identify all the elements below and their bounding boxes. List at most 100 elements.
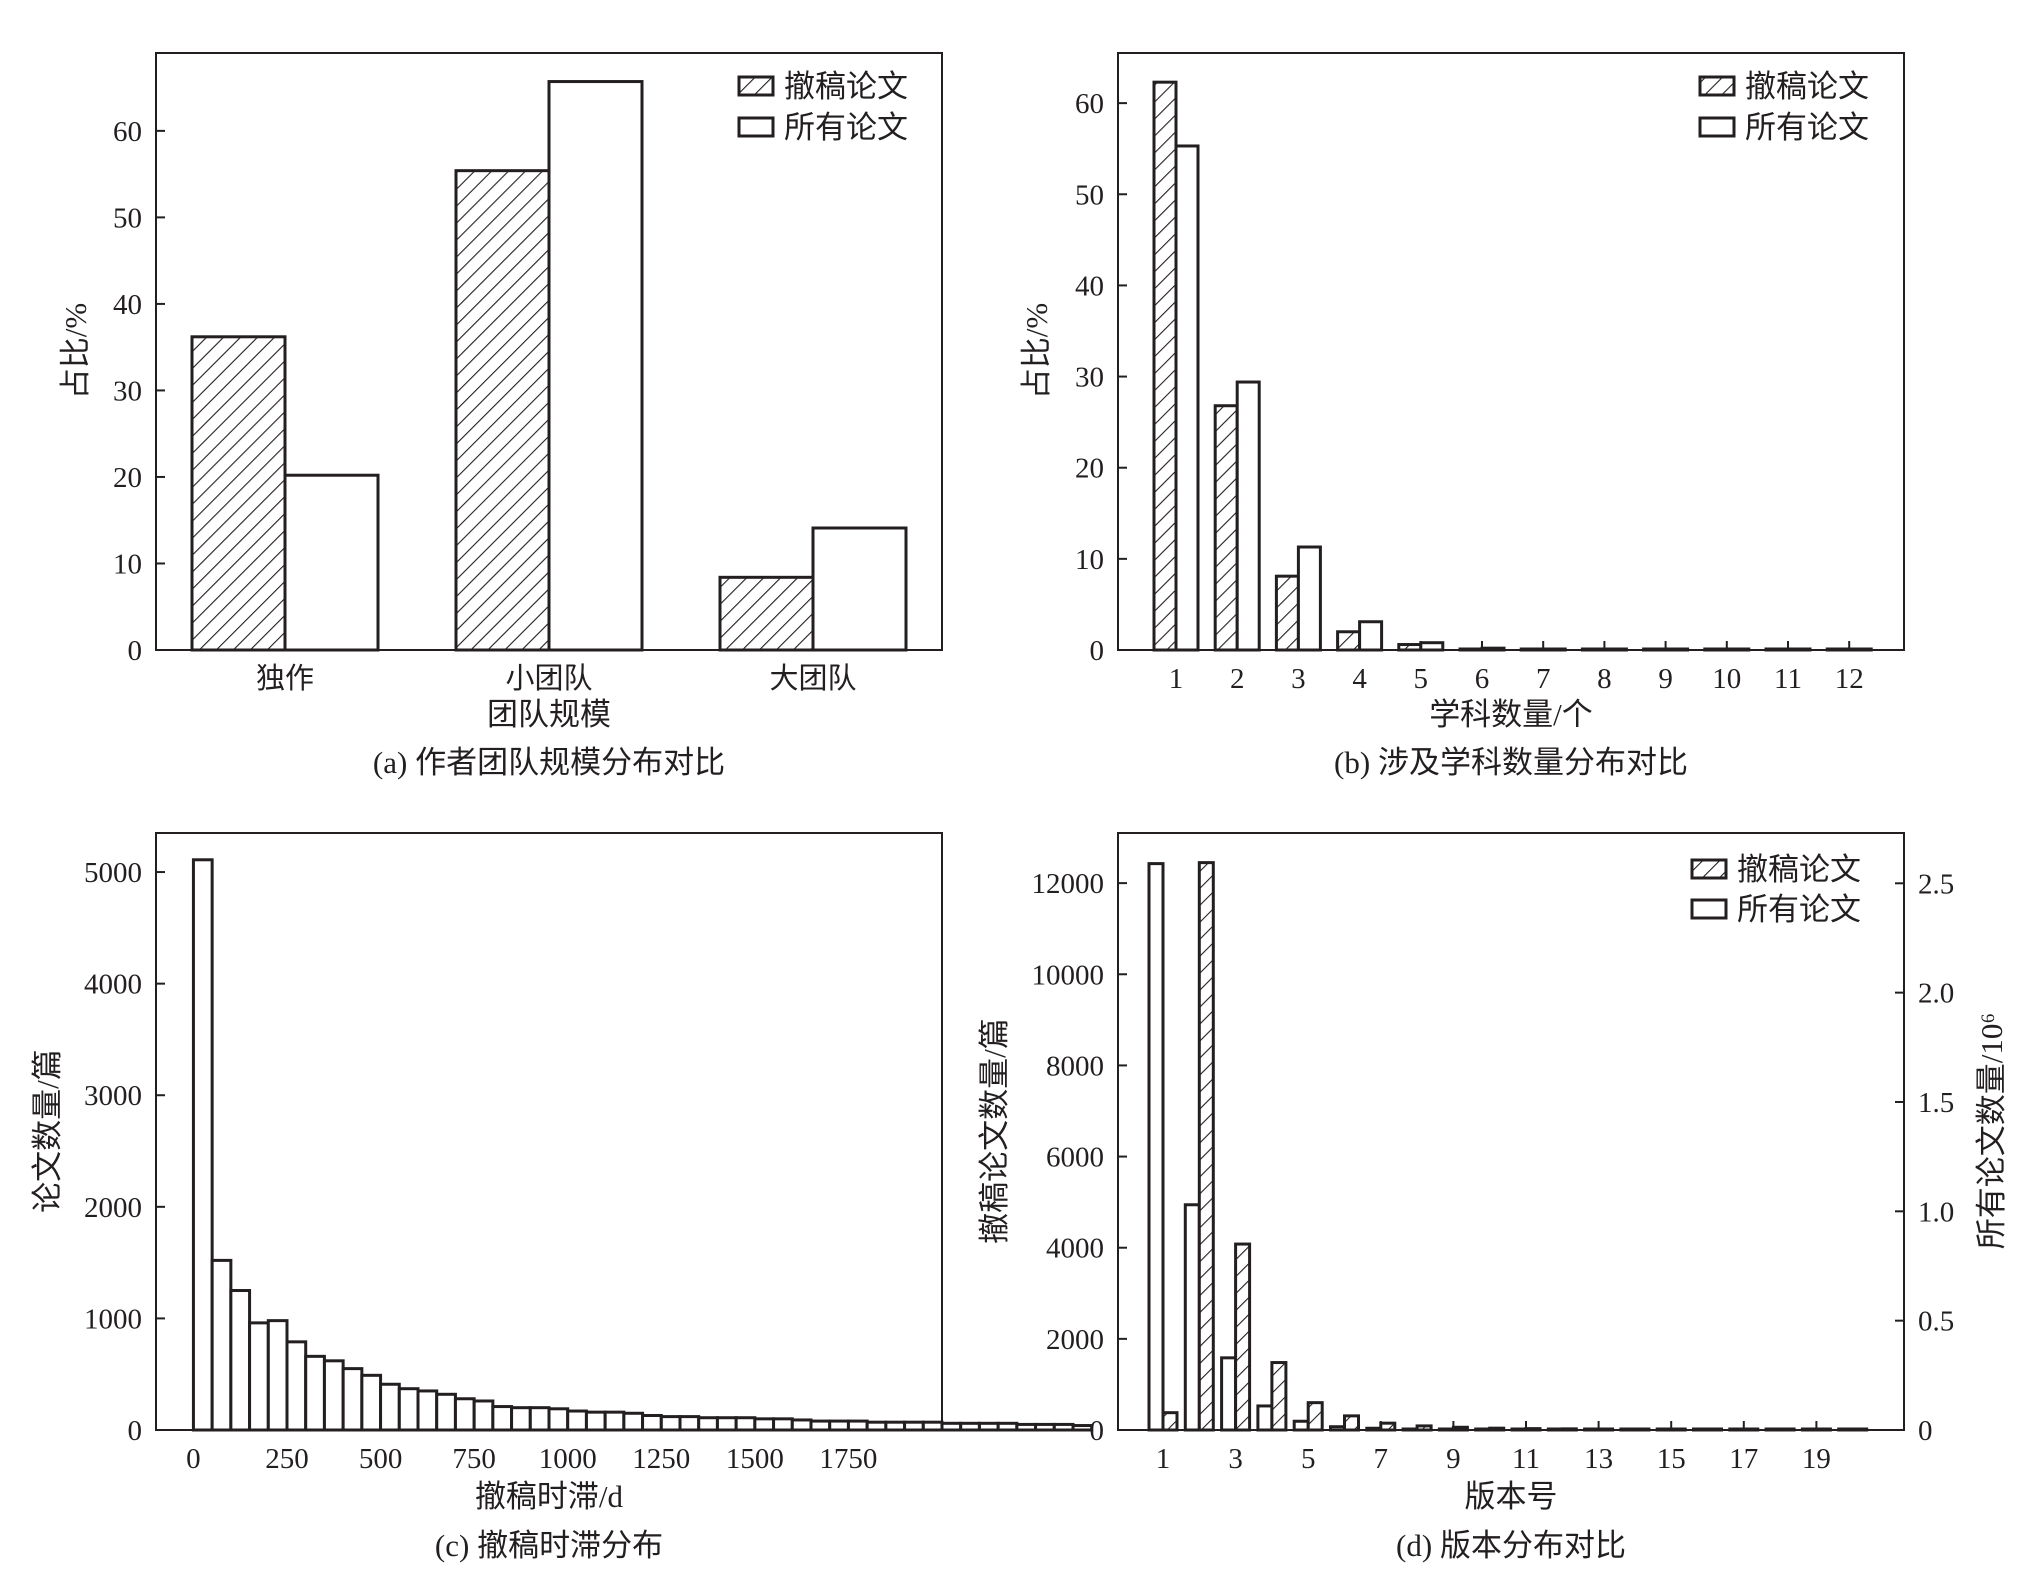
bars-a <box>190 80 908 652</box>
histogram-bar-c-17 <box>491 1405 514 1432</box>
histogram-bar-c-43 <box>977 1421 1000 1432</box>
x-axis-d: 1 3 5 7 9 11 13 15 17 19 <box>1156 1421 1831 1475</box>
histogram-bar-c-44 <box>996 1421 1019 1432</box>
bar-d-all-1 <box>1147 862 1165 1432</box>
legend-label-all-b: 所有论文 <box>1745 110 1869 145</box>
bar-d-retracted-8 <box>1415 1424 1433 1432</box>
bar-b-retracted-3 <box>1274 574 1300 652</box>
bar-b-retracted-11 <box>1764 647 1790 652</box>
bar-b-all-3 <box>1296 545 1322 652</box>
x-tick-label-b-2: 2 <box>1230 663 1245 695</box>
histogram-bar-c-2 <box>210 1258 233 1432</box>
histogram-bar-c-3 <box>229 1289 252 1432</box>
y-tick-label-a-50: 50 <box>113 202 142 234</box>
histogram-bar-c-38 <box>884 1420 907 1432</box>
x-tick-label-d-13: 13 <box>1584 1443 1613 1475</box>
y-right-tick-label-d-2-5: 2.5 <box>1918 868 1954 900</box>
histogram-bar-c-6 <box>285 1340 308 1432</box>
bar-d-all-20 <box>1837 1427 1855 1432</box>
y-axis-a: 0 10 20 30 40 50 60 <box>113 116 165 667</box>
bar-d-retracted-15 <box>1669 1427 1687 1432</box>
y-tick-label-c-5000: 5000 <box>84 857 142 889</box>
legend-swatch-all-d <box>1690 898 1728 920</box>
y-axis-title-a: 占比/% <box>58 303 93 399</box>
bars-d <box>1147 861 1869 1432</box>
x-tick-label-c-0: 0 <box>186 1443 201 1475</box>
bar-b-retracted-10 <box>1703 647 1729 652</box>
panel-d: 0 2000 4000 6000 8000 10000 12000 0 0.5 1.0 1.5 2.… <box>977 832 2009 1563</box>
x-tick-label-c-1000: 1000 <box>539 1443 597 1475</box>
histogram-bar-c-1 <box>191 858 214 1432</box>
x-tick-label-d-1: 1 <box>1156 1443 1171 1475</box>
y-tick-label-c-4000: 4000 <box>84 969 142 1001</box>
y-tick-label-b-20: 20 <box>1075 453 1104 485</box>
bar-b-retracted-8 <box>1580 647 1606 652</box>
bar-d-retracted-6 <box>1343 1414 1360 1432</box>
histogram-bar-c-9 <box>341 1367 364 1432</box>
bar-d-all-18 <box>1764 1427 1782 1432</box>
bar-b-all-2 <box>1235 380 1261 652</box>
bar-d-retracted-12 <box>1560 1427 1578 1432</box>
bar-a-all-3 <box>811 526 908 652</box>
bar-b-retracted-9 <box>1642 647 1668 652</box>
bar-b-all-11 <box>1786 647 1812 652</box>
histogram-bar-c-18 <box>510 1406 532 1432</box>
x-tick-label-b-8: 8 <box>1597 663 1612 695</box>
legend-label-all-d: 所有论文 <box>1737 892 1861 927</box>
x-tick-label-d-15: 15 <box>1657 1443 1686 1475</box>
y-tick-label-b-0: 0 <box>1090 635 1105 667</box>
bar-d-all-13 <box>1583 1427 1601 1432</box>
bar-d-retracted-1 <box>1161 1411 1179 1432</box>
x-tick-label-b-9: 9 <box>1658 663 1673 695</box>
x-tick-label-a-3: 大团队 <box>769 662 856 695</box>
y-right-tick-label-d-2-0: 2.0 <box>1918 978 1954 1010</box>
histogram-bar-c-28 <box>697 1416 719 1432</box>
bar-d-all-16 <box>1692 1427 1709 1432</box>
x-axis-b: 1 2 3 4 5 6 7 8 9 10 11 12 <box>1169 641 1864 695</box>
bar-d-all-6 <box>1329 1425 1346 1432</box>
bar-d-retracted-14 <box>1633 1427 1651 1432</box>
y-tick-label-b-60: 60 <box>1075 88 1104 120</box>
bar-d-all-11 <box>1510 1427 1528 1432</box>
histogram-bar-c-24 <box>622 1411 645 1432</box>
bar-d-all-7 <box>1365 1426 1383 1432</box>
bar-b-all-5 <box>1419 641 1445 652</box>
bars-c <box>191 858 1094 1432</box>
y-axis-title-right-d: 所有论文数量/10⁶ <box>1974 1013 2009 1249</box>
y-axis-title-b: 占比/% <box>1019 303 1054 399</box>
y-tick-label-c-3000: 3000 <box>84 1080 142 1112</box>
x-tick-label-c-1750: 1750 <box>819 1443 877 1475</box>
histogram-bar-c-11 <box>379 1382 401 1432</box>
bar-b-retracted-7 <box>1519 647 1545 652</box>
bar-d-all-8 <box>1401 1427 1419 1432</box>
legend-swatch-all-b <box>1698 116 1736 138</box>
x-tick-label-c-750: 750 <box>452 1443 496 1475</box>
bar-b-all-8 <box>1602 647 1628 652</box>
caption-c: (c) 撤稿时滞分布 <box>435 1528 663 1563</box>
bar-d-all-12 <box>1546 1427 1564 1432</box>
y-tick-label-b-30: 30 <box>1075 362 1104 394</box>
histogram-bar-c-48 <box>1071 1424 1094 1432</box>
plot-frame-b <box>1117 52 1905 651</box>
bar-d-retracted-20 <box>1851 1427 1869 1432</box>
bar-d-retracted-16 <box>1706 1427 1723 1432</box>
y-right-tick-label-d-0-5: 0.5 <box>1918 1306 1954 1338</box>
histogram-bar-c-20 <box>547 1407 570 1432</box>
x-axis-title-a: 团队规模 <box>487 697 611 732</box>
bar-d-retracted-3 <box>1234 1242 1252 1432</box>
caption-d: (d) 版本分布对比 <box>1396 1528 1626 1563</box>
histogram-bar-c-22 <box>584 1410 607 1432</box>
legend-d: 撤稿论文 所有论文 <box>1690 852 1861 927</box>
bar-d-all-2 <box>1183 1203 1201 1432</box>
bar-b-retracted-2 <box>1213 404 1239 652</box>
bar-b-all-9 <box>1664 647 1690 652</box>
bar-b-retracted-4 <box>1336 630 1362 652</box>
y-tick-label-d-10000: 10000 <box>1032 959 1105 991</box>
histogram-bar-c-26 <box>659 1415 682 1432</box>
bar-b-all-10 <box>1725 647 1751 652</box>
bar-d-retracted-9 <box>1451 1425 1469 1432</box>
histogram-bar-c-12 <box>397 1387 420 1432</box>
y-tick-label-c-1000: 1000 <box>84 1303 142 1335</box>
bar-d-retracted-4 <box>1270 1361 1288 1432</box>
